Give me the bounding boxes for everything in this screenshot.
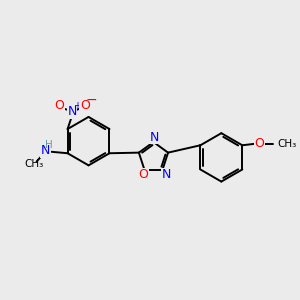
- Text: H: H: [45, 140, 53, 150]
- Text: +: +: [73, 101, 81, 111]
- Text: O: O: [54, 99, 64, 112]
- Text: N: N: [149, 130, 159, 143]
- Text: N: N: [161, 168, 171, 181]
- Text: N: N: [67, 105, 77, 118]
- Text: CH₃: CH₃: [24, 160, 43, 170]
- Text: CH₃: CH₃: [278, 139, 297, 149]
- Text: O: O: [80, 99, 90, 112]
- Text: N: N: [41, 144, 50, 157]
- Text: −: −: [86, 93, 97, 107]
- Text: O: O: [138, 168, 148, 181]
- Text: O: O: [254, 137, 264, 150]
